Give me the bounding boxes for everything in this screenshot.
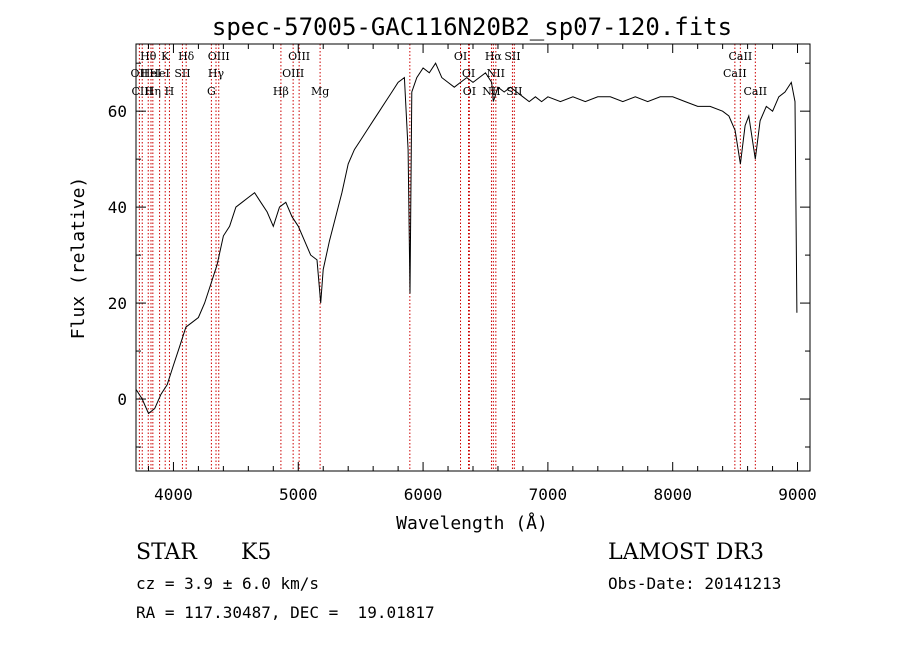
- x-tick-label: 7000: [529, 485, 568, 504]
- y-axis: 0 20 40 60: [108, 62, 810, 448]
- spectral-line-label: Hθ: [140, 50, 157, 63]
- spectral-line-label: K: [161, 50, 170, 63]
- spectral-line-label: Hη: [145, 85, 161, 98]
- spectral-line-label: HeI: [141, 67, 161, 80]
- spectral-line-label: CaII: [743, 85, 767, 98]
- spectral-line-label: OIII: [288, 50, 310, 63]
- spectral-line-label: Hγ: [208, 67, 225, 80]
- x-tick-label: 5000: [279, 485, 318, 504]
- spectral-line-label: NII: [487, 67, 505, 80]
- y-tick-label: 60: [108, 102, 127, 121]
- spectral-line-label: Hα: [485, 50, 503, 63]
- spectral-line-label: Hδ: [178, 50, 195, 63]
- x-tick-label: 9000: [778, 485, 817, 504]
- spectral-line-label: Hβ: [273, 85, 289, 98]
- spectral-line-label: OIII: [208, 50, 230, 63]
- spectral-line-label: OIII: [282, 67, 304, 80]
- line-labels: OIICIIIHθHeIHηHeIKHSIIHδGHγOIIIHβOIIIOII…: [131, 50, 768, 98]
- plot-frame: [135, 43, 811, 472]
- spectral-line-label: CIII: [132, 85, 153, 98]
- x-tick-label: 6000: [404, 485, 443, 504]
- spectral-line-label: G: [207, 85, 216, 98]
- spectral-line-label: SII: [506, 85, 522, 98]
- x-tick-label: 8000: [653, 485, 692, 504]
- survey-name: LAMOST DR3: [608, 540, 764, 565]
- spectral-line-label: CaII: [723, 67, 747, 80]
- redshift-velocity: cz = 3.9 ± 6.0 km/s: [136, 574, 320, 593]
- spectrum-line: [135, 62, 798, 415]
- spectral-subclass: K5: [241, 540, 272, 565]
- chart-title: spec-57005-GAC116N20B2_sp07-120.fits: [212, 13, 732, 41]
- observation-date: Obs-Date: 20141213: [608, 574, 782, 593]
- y-tick-label: 0: [117, 390, 127, 409]
- y-axis-label: Flux (relative): [68, 177, 89, 340]
- spectral-line-label: Mg: [311, 85, 329, 98]
- spectral-line-label: HeI: [149, 67, 169, 80]
- x-axis-label: Wavelength (Å): [396, 512, 548, 534]
- spectral-line-label: OII: [131, 67, 149, 80]
- spectral-line-label: H: [165, 85, 175, 98]
- spectral-line-label: OI: [454, 50, 467, 63]
- coordinates: RA = 117.30487, DEC = 19.01817: [136, 603, 435, 622]
- x-tick-label: 4000: [154, 485, 193, 504]
- object-type: STAR: [136, 540, 197, 565]
- spectral-line-label: SII: [504, 50, 520, 63]
- x-axis: 4000 5000 6000 7000 8000 9000: [147, 44, 817, 504]
- spectral-line-label: OI: [462, 67, 475, 80]
- spectral-line-label: CaII: [729, 50, 753, 63]
- y-tick-label: 40: [108, 198, 127, 217]
- spectral-line-label: OI: [463, 85, 476, 98]
- spectral-line-label: SII: [174, 67, 190, 80]
- y-tick-label: 20: [108, 294, 127, 313]
- line-markers: [138, 44, 756, 471]
